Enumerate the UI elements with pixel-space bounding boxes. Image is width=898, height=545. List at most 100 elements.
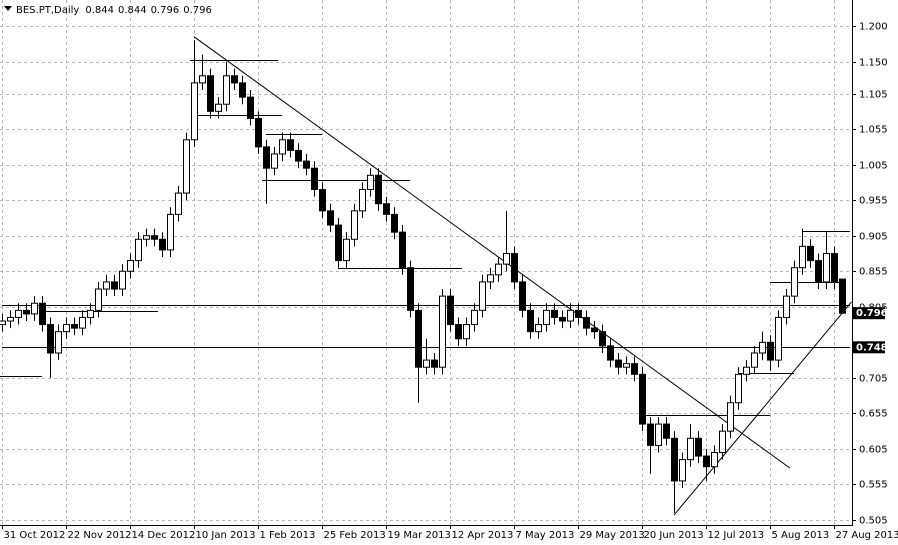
candle-body [815, 260, 822, 283]
x-tick-label: 25 Feb 2013 [324, 530, 386, 541]
x-tick-label: 12 Apr 2013 [452, 530, 514, 541]
candle-body [255, 117, 262, 148]
candle-body [71, 324, 78, 329]
y-tick-label: 0.705 [859, 374, 888, 385]
candle-body [511, 252, 518, 283]
candles [0, 40, 846, 513]
candle-body [151, 235, 158, 240]
candle-body [663, 423, 670, 439]
candle-body [175, 192, 182, 215]
candle-body [15, 309, 22, 318]
candle-body [799, 245, 806, 269]
candle-body [191, 82, 198, 141]
candle-body [751, 352, 758, 368]
candle-body [783, 295, 790, 318]
candle-body [615, 359, 622, 368]
candle-body [647, 423, 654, 446]
candle-body [143, 235, 150, 240]
grid [0, 0, 852, 525]
y-tick-label: 0.905 [859, 232, 888, 243]
candle-body [759, 341, 766, 354]
candle-body [303, 160, 310, 169]
candle-body [463, 324, 470, 340]
trend-line [193, 36, 791, 469]
candle-body [239, 82, 246, 98]
menu-icon[interactable] [4, 6, 12, 11]
candle-body [63, 324, 70, 333]
y-tick-label: 0.555 [859, 480, 888, 491]
candle-body [127, 260, 134, 272]
candle-body [135, 238, 142, 262]
candle-body [319, 189, 326, 212]
price-label: 0.748 [856, 342, 888, 353]
candle-body [0, 320, 6, 326]
x-tick-label: 14 Dec 2012 [132, 530, 196, 541]
x-tick-label: 19 Mar 2013 [388, 530, 451, 541]
candle-body [599, 331, 606, 347]
candle-body [831, 252, 838, 283]
candle-body [47, 324, 54, 354]
candle-body [207, 75, 214, 112]
candle-body [695, 437, 702, 457]
chart-title: BES.PT,Daily 0.844 0.844 0.796 0.796 [16, 5, 212, 16]
candle-body [351, 210, 358, 240]
candle-body [439, 295, 446, 368]
candle-body [367, 174, 374, 191]
x-tick-label: 1 Feb 2013 [260, 530, 316, 541]
candle-body [327, 210, 334, 226]
candle-body [655, 423, 662, 446]
candle-body [399, 231, 406, 269]
candle-body [343, 238, 350, 262]
candle-body [495, 263, 502, 276]
candle-body [79, 316, 86, 329]
candle-body [711, 452, 718, 468]
price-label: 0.796 [856, 308, 888, 319]
x-tick-label: 27 Aug 2013 [836, 530, 898, 541]
y-tick-label: 1.055 [859, 125, 888, 136]
candle-body [383, 203, 390, 215]
candle-body [719, 430, 726, 454]
candle-body [551, 309, 558, 318]
x-tick-label: 10 Jan 2013 [196, 530, 256, 541]
candle-body [263, 146, 270, 169]
candle-body [775, 316, 782, 361]
candle-body [839, 278, 846, 314]
candle-body [807, 245, 814, 262]
objects [0, 36, 852, 516]
candle-body [471, 309, 478, 326]
y-tick-label: 1.005 [859, 161, 888, 172]
candle-body [87, 309, 94, 318]
candle-body [591, 327, 598, 333]
y-tick-label: 1.105 [859, 90, 888, 101]
candle-body [735, 373, 742, 404]
candle-body [743, 366, 750, 375]
candle-body [95, 288, 102, 311]
candle-body [287, 139, 294, 151]
y-tick-label: 0.855 [859, 267, 888, 278]
candle-body [727, 402, 734, 432]
candle-body [671, 437, 678, 482]
candle-body [527, 309, 534, 333]
candle-body [391, 213, 398, 233]
candle-body [823, 252, 830, 283]
candle-body [767, 341, 774, 361]
candle-body [703, 455, 710, 468]
candle-body [639, 373, 646, 425]
candle-body [679, 459, 686, 482]
candle-body [487, 274, 494, 283]
x-tick-label: 12 Jul 2013 [708, 530, 765, 541]
candle-body [7, 316, 14, 322]
candle-body [455, 324, 462, 340]
candle-body [423, 359, 430, 368]
candle-body [431, 359, 438, 368]
x-tick-label: 5 Aug 2013 [772, 530, 830, 541]
candle-body [407, 267, 414, 311]
candle-body [279, 139, 286, 155]
x-tick-label: 20 Jun 2013 [644, 530, 704, 541]
candle-body [23, 309, 30, 315]
candle-body [519, 281, 526, 311]
candle-body [543, 309, 550, 326]
ohlc-close: 0.796 [183, 5, 212, 16]
y-tick-label: 0.655 [859, 409, 888, 420]
